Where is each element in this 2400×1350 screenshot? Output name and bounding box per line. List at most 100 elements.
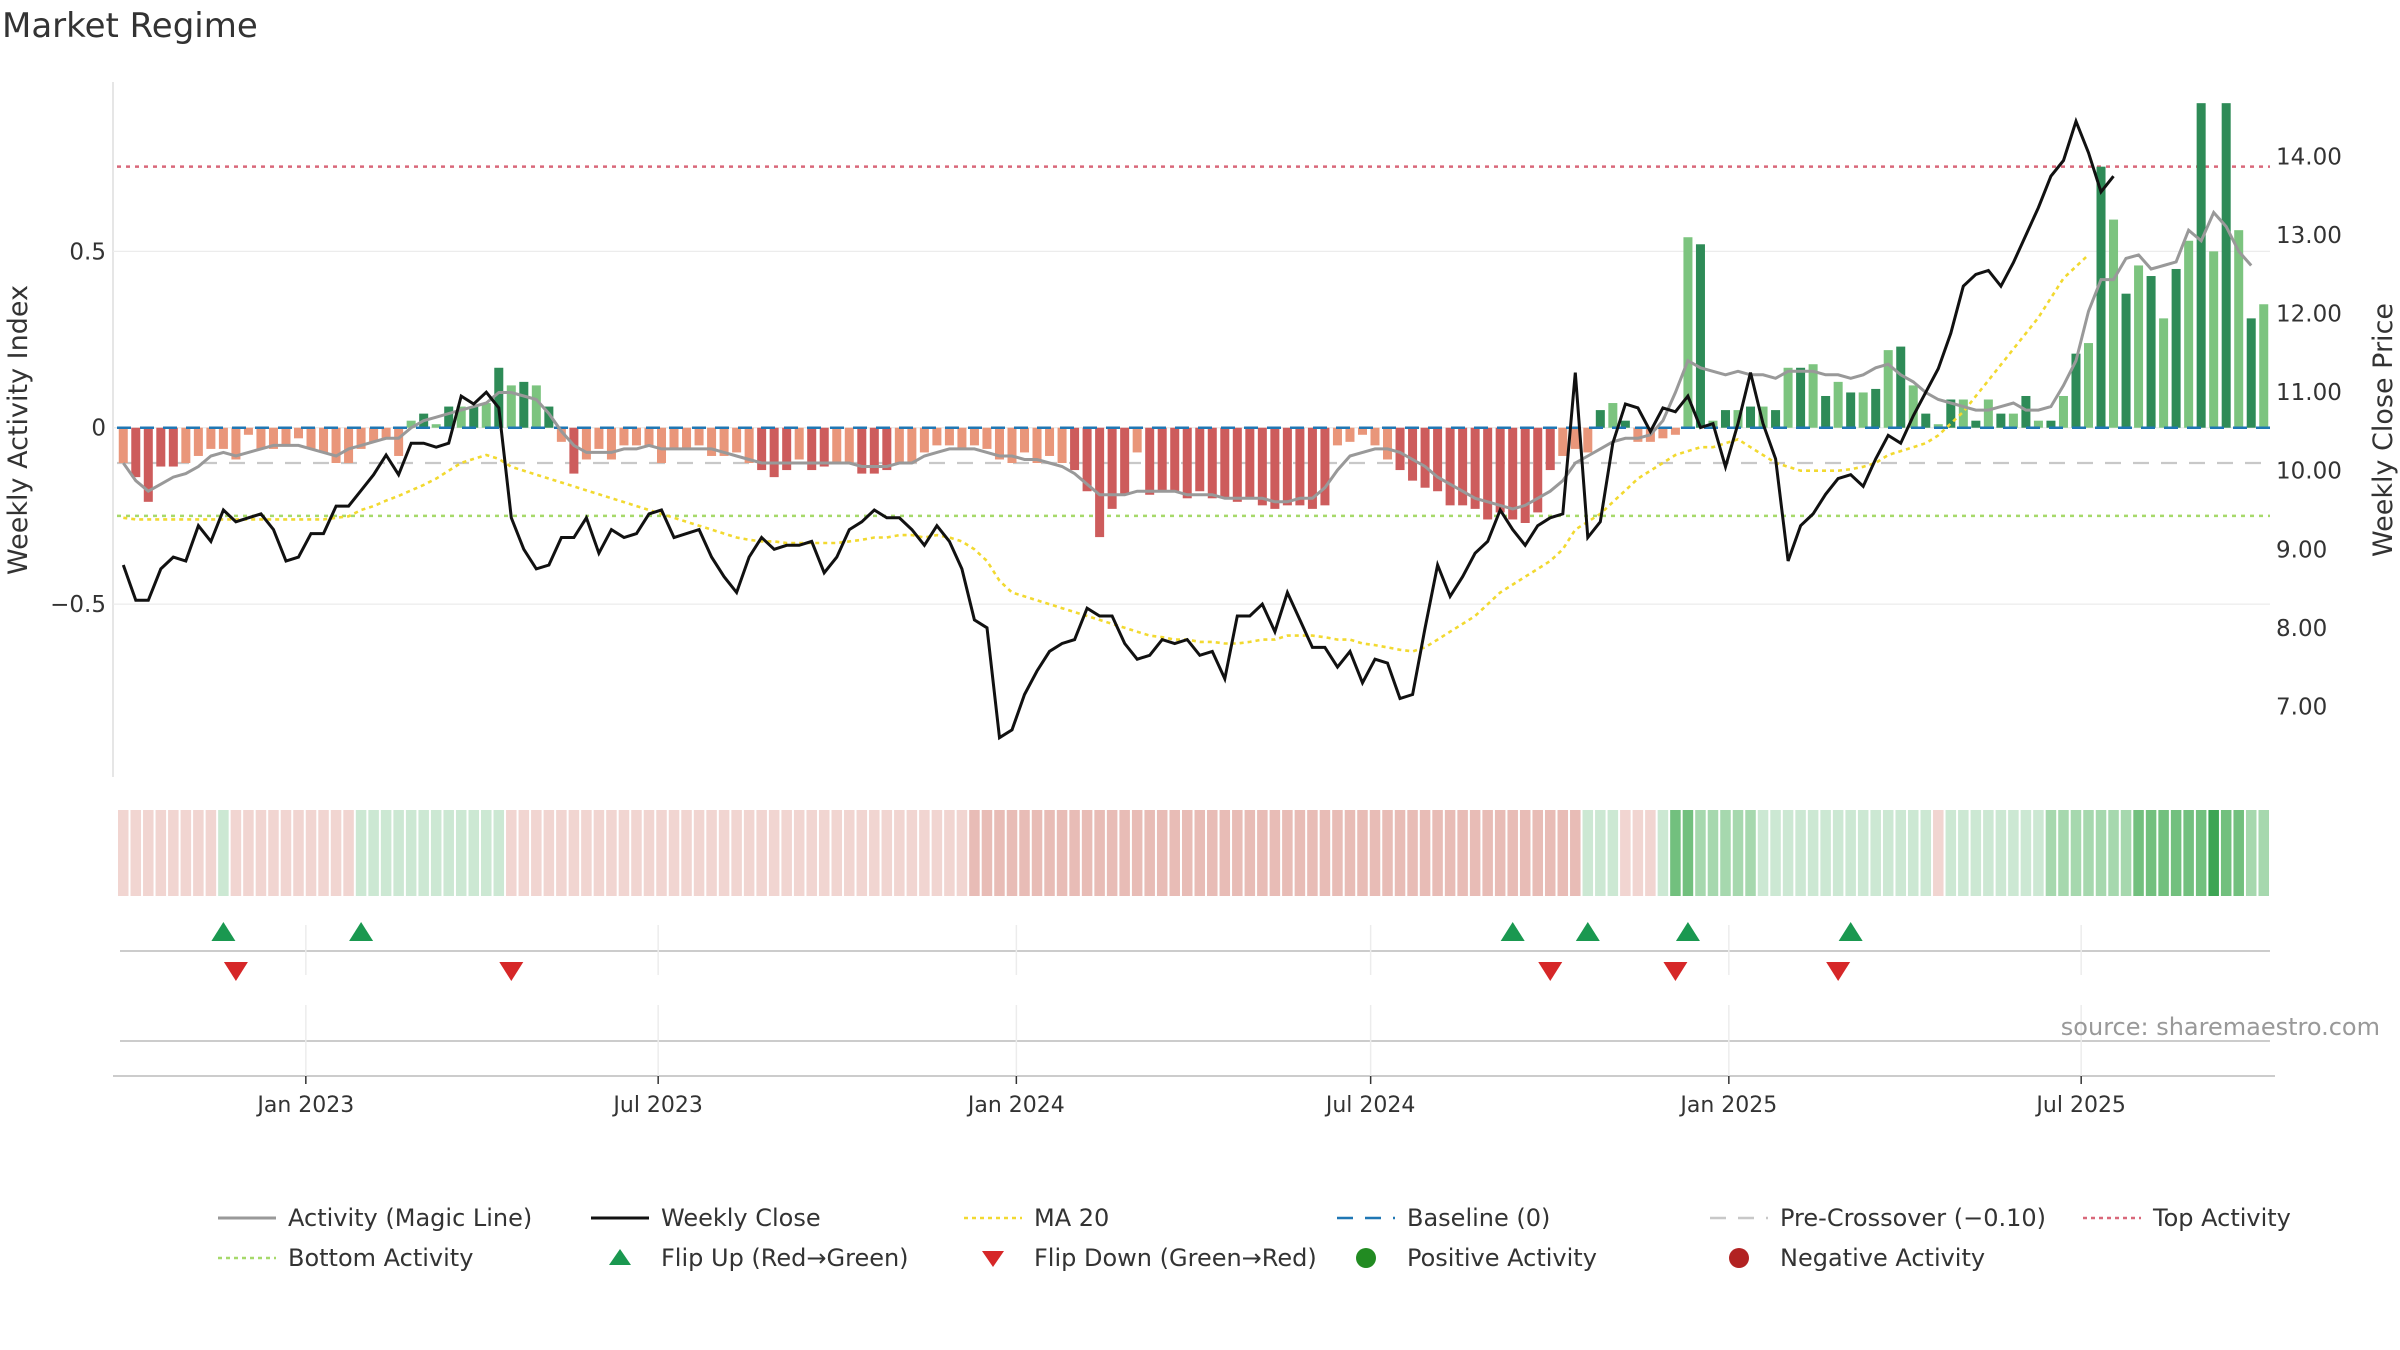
regime-cell bbox=[1845, 810, 1856, 896]
regime-cell bbox=[2070, 810, 2082, 896]
regime-cell bbox=[831, 810, 843, 896]
right-tick-label: 12.00 bbox=[2276, 302, 2342, 328]
activity-bar bbox=[1658, 427, 1668, 439]
legend: Activity (Magic Line) Weekly Close MA 20 Ba… bbox=[218, 1204, 2378, 1272]
activity-bar bbox=[2221, 103, 2231, 428]
activity-bar bbox=[869, 427, 879, 474]
regime-cell bbox=[681, 810, 692, 896]
activity-bar bbox=[1570, 427, 1580, 449]
activity-bar bbox=[1858, 392, 1868, 428]
activity-bar bbox=[2134, 265, 2144, 428]
regime-cell bbox=[1870, 810, 1881, 896]
activity-bar bbox=[2058, 395, 2068, 428]
activity-bar bbox=[682, 427, 692, 449]
regime-cell bbox=[631, 810, 642, 896]
activity-bar bbox=[569, 427, 579, 474]
activity-bar bbox=[2259, 304, 2269, 428]
regime-cell bbox=[956, 810, 968, 896]
regime-cell bbox=[268, 810, 279, 896]
regime-cell bbox=[2170, 810, 2182, 896]
regime-cell bbox=[618, 810, 630, 896]
activity-bar bbox=[2196, 103, 2206, 428]
regime-cell bbox=[731, 810, 742, 896]
regime-cell bbox=[693, 810, 705, 896]
regime-cell bbox=[1106, 810, 1118, 896]
regime-cell bbox=[2008, 810, 2019, 896]
activity-bar bbox=[1483, 427, 1493, 520]
activity-bar bbox=[631, 427, 641, 446]
activity-bar bbox=[1983, 399, 1993, 428]
activity-bar bbox=[1070, 427, 1080, 471]
regime-cell bbox=[1307, 810, 1318, 896]
regime-cell bbox=[1620, 810, 1631, 896]
legend-marker bbox=[609, 1249, 631, 1265]
activity-bar bbox=[1608, 403, 1618, 428]
activity-bar bbox=[1771, 410, 1781, 428]
activity-bar bbox=[1257, 427, 1267, 506]
regime-cell bbox=[1494, 810, 1506, 896]
regime-cell bbox=[1645, 810, 1656, 896]
regime-cell bbox=[1056, 810, 1068, 896]
legend-swatch bbox=[964, 1216, 1022, 1220]
legend-label: Top Activity bbox=[2153, 1204, 2291, 1232]
activity-bar bbox=[256, 427, 266, 449]
legend-swatch bbox=[2083, 1216, 2141, 1220]
x-tick-label: Jan 2023 bbox=[255, 1093, 354, 1118]
activity-bar bbox=[1408, 427, 1418, 481]
regime-cell bbox=[1407, 810, 1418, 896]
regime-cell bbox=[656, 810, 667, 896]
regime-cell bbox=[1019, 810, 1030, 896]
flip-up-marker bbox=[349, 922, 374, 941]
regime-cell bbox=[1595, 810, 1606, 896]
activity-bar bbox=[1821, 395, 1831, 428]
legend-label: Weekly Close bbox=[661, 1204, 821, 1232]
regime-cell bbox=[1419, 810, 1431, 896]
activity-bar bbox=[994, 427, 1004, 460]
ma20-line bbox=[123, 253, 2090, 653]
regime-cell bbox=[168, 810, 179, 896]
regime-cell bbox=[1357, 810, 1368, 896]
activity-bar bbox=[1132, 427, 1142, 453]
regime-cell bbox=[1983, 810, 1994, 896]
activity-bar bbox=[481, 403, 491, 428]
legend-swatch bbox=[609, 1249, 631, 1265]
regime-cell bbox=[1444, 810, 1456, 896]
activity-bar bbox=[394, 427, 404, 456]
flip-up-marker bbox=[211, 922, 236, 941]
legend-item: MA 20 bbox=[964, 1204, 1337, 1232]
activity-bar bbox=[1245, 427, 1255, 499]
regime-cell bbox=[844, 810, 855, 896]
activity-bar bbox=[1307, 427, 1317, 509]
regime-cell bbox=[793, 810, 805, 896]
regime-cell bbox=[1720, 810, 1731, 896]
activity-bar bbox=[2008, 413, 2018, 428]
activity-bar bbox=[1620, 420, 1630, 428]
regime-cell bbox=[668, 810, 680, 896]
regime-cell bbox=[2233, 810, 2244, 896]
legend-item: Baseline (0) bbox=[1337, 1204, 1710, 1232]
regime-cell bbox=[405, 810, 417, 896]
activity-bar bbox=[2109, 219, 2119, 428]
left-axis-title: Weekly Activity Index bbox=[3, 285, 34, 575]
regime-cell bbox=[568, 810, 580, 896]
left-tick-label: 0 bbox=[91, 416, 106, 442]
legend-swatch bbox=[1710, 1216, 1768, 1220]
activity-bar bbox=[2033, 420, 2043, 428]
regime-cell bbox=[380, 810, 392, 896]
regime-cell bbox=[1006, 810, 1018, 896]
legend-item: Negative Activity bbox=[1710, 1244, 2083, 1272]
regime-cell bbox=[1657, 810, 1669, 896]
legend-label: Pre-Crossover (−0.10) bbox=[1780, 1204, 2047, 1232]
regime-cell bbox=[856, 810, 868, 896]
regime-cell bbox=[1156, 810, 1168, 896]
activity-bar bbox=[1683, 237, 1693, 428]
regime-cell bbox=[1394, 810, 1406, 896]
right-tick-label: 8.00 bbox=[2276, 616, 2327, 642]
regime-cell bbox=[355, 810, 367, 896]
activity-bar bbox=[118, 427, 128, 464]
regime-cell bbox=[1745, 810, 1756, 896]
regime-cell bbox=[2045, 810, 2057, 896]
activity-bar bbox=[1883, 350, 1893, 428]
activity-bar bbox=[2159, 318, 2169, 428]
regime-cell bbox=[1557, 810, 1569, 896]
